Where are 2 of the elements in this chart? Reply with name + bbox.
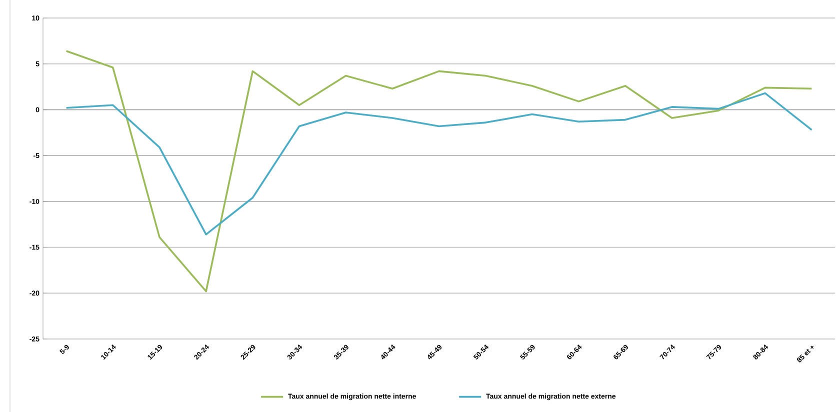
line-series — [65, 50, 813, 292]
line-series — [65, 92, 813, 236]
